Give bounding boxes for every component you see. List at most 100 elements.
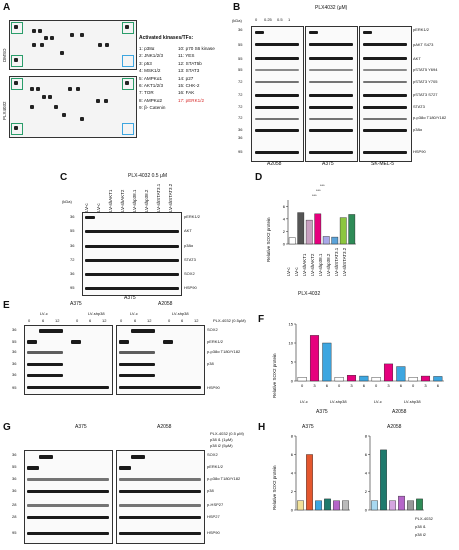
protein-label: p-p38α T180/Y182: [207, 349, 241, 354]
bar: [334, 377, 344, 382]
lane-label: LV-shAKT1: [108, 189, 113, 212]
kinase-item: 6: AKT1/2/3: [139, 83, 164, 89]
panel-f-label: F: [258, 314, 265, 325]
kinase-item: 5: AMPKα1: [139, 75, 163, 81]
mw-label: 55: [238, 67, 243, 72]
band: [85, 230, 179, 233]
mw-label: 55: [238, 56, 243, 61]
mw-label: 72: [238, 79, 243, 84]
bar: [407, 500, 414, 511]
mw-label: 36: [238, 127, 243, 132]
mw-label: 55: [12, 339, 17, 344]
bar: [371, 500, 378, 511]
bar: [416, 498, 423, 511]
band: [309, 81, 353, 83]
protein-label: p38: [207, 488, 214, 493]
bar: [297, 377, 307, 382]
bar: [380, 449, 387, 511]
sig-label: ***: [320, 183, 325, 188]
mw-label: 28: [12, 514, 17, 519]
band: [85, 287, 179, 290]
band: [131, 455, 145, 459]
band: [163, 340, 173, 344]
band: [363, 106, 407, 109]
time-label: 6: [181, 318, 184, 323]
band: [363, 31, 372, 34]
kinase-item: 7: TOR: [139, 90, 154, 96]
protein-label: pSTAT3 Y705: [413, 79, 438, 84]
protein-label: p-HSP27: [207, 502, 224, 507]
lane-label: LV-shp38.1: [132, 189, 137, 212]
x-tick-label: 3: [313, 383, 316, 388]
cell-label: SK-MEL-5: [371, 161, 395, 167]
band: [39, 455, 53, 459]
bar: [398, 495, 405, 511]
band: [309, 118, 353, 120]
cell-label: A375: [124, 295, 136, 301]
protein-label: AKT: [184, 228, 192, 233]
bar: [389, 500, 396, 511]
chart-d: 0 2 4 6: [283, 200, 356, 246]
spot: [14, 126, 18, 130]
x-category: LV-shSTAT3.2: [342, 247, 347, 276]
chart-h-a2058: 0 2 4 6 8: [365, 434, 424, 512]
band: [119, 516, 201, 519]
bar: [315, 500, 322, 511]
x-tick-label: 0: [338, 383, 341, 388]
cell-label: A375: [322, 161, 334, 167]
x-category: LV-shAKT2: [310, 253, 315, 276]
mw-label: 72: [238, 92, 243, 97]
band: [255, 31, 264, 34]
y-tick-label: 2: [291, 489, 294, 494]
x-tick-label: 3: [387, 383, 390, 388]
spot: [125, 25, 129, 29]
cell-label: A375: [316, 409, 328, 415]
array-box: [11, 123, 23, 135]
array-box: [11, 78, 23, 90]
array-membrane-dmso: [9, 20, 137, 70]
kinase-item: 12: STAT5b: [178, 60, 202, 66]
band: [27, 386, 109, 389]
spot: [32, 29, 36, 33]
band: [255, 69, 299, 71]
chart-h-a375: 0 2 4 6 8: [291, 434, 350, 512]
protein-label: AKT: [413, 56, 421, 61]
x-tick-label: 0: [375, 383, 378, 388]
protein-label: pERK1/2: [184, 214, 201, 219]
group-label: LV-shp38: [172, 311, 189, 316]
bar: [408, 377, 418, 382]
band: [363, 94, 407, 97]
protein-label: SOX2: [207, 452, 218, 457]
mw-label: 36: [12, 361, 17, 366]
protein-label: SOX2: [207, 327, 218, 332]
treatment-label: p38 i2 (5μM): [210, 443, 233, 448]
x-tick-label: 3: [424, 383, 427, 388]
bar: [371, 377, 381, 382]
kinase-item: 10: p70 S6 kinase: [178, 46, 215, 51]
kinase-item: 16: FAK: [178, 90, 195, 96]
x-tick-label: 3: [350, 383, 353, 388]
bar: [305, 219, 313, 245]
spot: [48, 95, 52, 99]
mw-label: 36: [12, 372, 17, 377]
bar: [322, 236, 330, 245]
bar: [396, 366, 406, 382]
dose-label: 0.5: [277, 17, 283, 22]
time-label: 12: [102, 318, 107, 323]
band: [309, 106, 353, 109]
band: [27, 516, 109, 519]
bar: [433, 376, 443, 382]
kinase-item: 4: MSK1/2: [139, 68, 161, 74]
mw-label: 55: [12, 464, 17, 469]
cell-label: A2058: [158, 301, 173, 307]
spot: [14, 58, 18, 62]
spot: [32, 43, 36, 47]
protein-label: HSP90: [207, 530, 220, 535]
dose-label: 0: [255, 17, 258, 22]
axis-line: [369, 436, 424, 511]
band: [119, 340, 129, 344]
group-label: LV-shp38: [88, 311, 105, 316]
band: [363, 81, 407, 83]
x-category: LV-shSTAT3.1: [334, 247, 339, 276]
blot-e-a2058: [116, 325, 205, 395]
